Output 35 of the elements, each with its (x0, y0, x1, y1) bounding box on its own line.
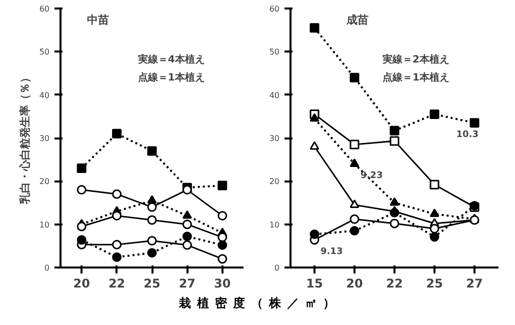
y-tick-label: 50 (269, 48, 280, 57)
y-tick-label: 30 (269, 134, 280, 143)
annotation: 実線＝2本植え (382, 53, 450, 66)
annotation: 10.3 (456, 130, 479, 140)
y-tick-label: 0 (274, 264, 280, 272)
y-tick-label: 40 (39, 90, 50, 100)
x-tick-label: 27 (178, 276, 196, 290)
x-tick-label: 30 (214, 276, 231, 290)
x-tick-label: 27 (466, 276, 483, 290)
annotation: 9.23 (360, 170, 383, 181)
y-tick-label: 20 (269, 177, 280, 186)
annotation: 9.13 (320, 246, 343, 257)
annotation: 点線＝1本植え (138, 72, 205, 84)
y-tick-label: 40 (269, 90, 280, 100)
annotation: 実線＝4本植え (136, 53, 205, 66)
y-tick-label: 20 (39, 177, 50, 186)
y-axis-title: 乳白・心白粒発生率（％） (18, 72, 32, 205)
x-tick-label: 22 (108, 276, 126, 290)
y-tick-label: 60 (269, 4, 280, 14)
x-tick-label: 20 (73, 276, 90, 290)
y-tick-label: 50 (39, 48, 50, 57)
x-tick-label: 25 (426, 276, 443, 290)
text: 成苗 (346, 14, 368, 27)
y-tick-label: 10 (269, 220, 280, 230)
annotation: 点線＝1本植え (382, 72, 450, 84)
x-tick-label: 25 (144, 276, 160, 290)
text: 中苗 (86, 14, 109, 27)
y-tick-label: 10 (39, 220, 50, 230)
y-tick-label: 0 (44, 264, 50, 272)
y-tick-label: 60 (39, 4, 50, 14)
x-tick-label: 22 (386, 276, 403, 290)
x-tick-label: 20 (346, 276, 363, 290)
x-axis-title: 栽植密度（株／㎡） (179, 295, 341, 312)
x-tick-label: 15 (306, 276, 323, 290)
y-tick-label: 30 (39, 134, 50, 143)
